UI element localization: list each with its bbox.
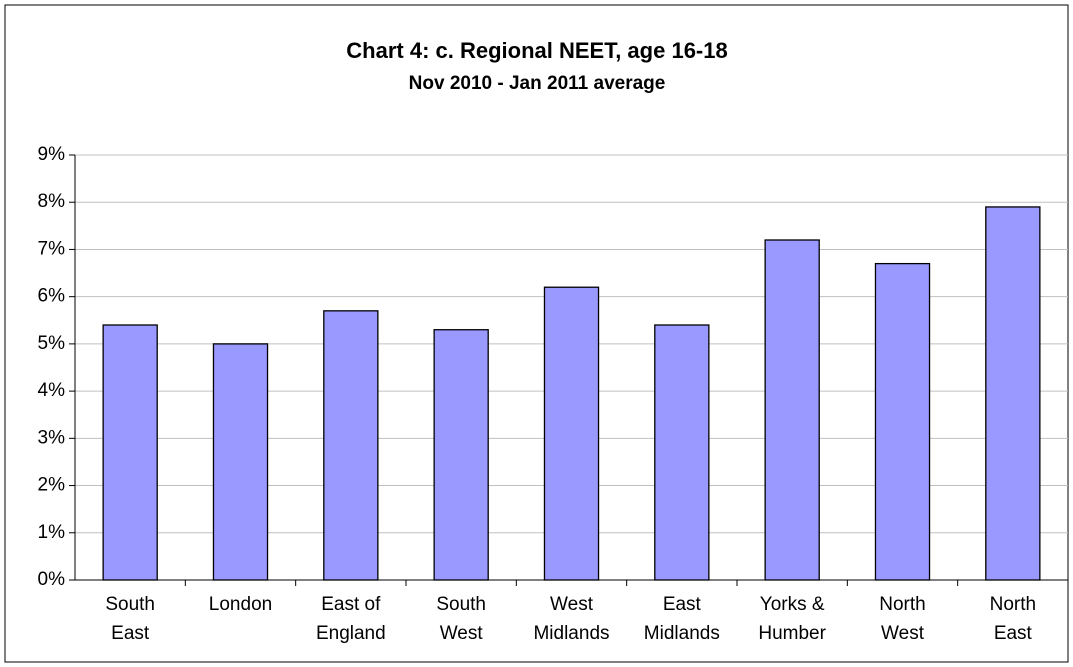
y-tick-label: 7% <box>38 238 66 259</box>
x-tick-label: North <box>990 594 1036 615</box>
x-tick-label: Humber <box>758 623 826 644</box>
x-tick-label: South <box>436 594 486 615</box>
x-tick-label: London <box>209 594 272 615</box>
x-tick-label: Yorks & <box>760 594 825 615</box>
bar <box>654 324 710 581</box>
y-tick-label: 4% <box>38 380 66 401</box>
bar <box>433 329 489 581</box>
bar <box>764 239 820 581</box>
x-tick-label: East <box>663 594 702 615</box>
bar <box>212 343 269 581</box>
chart-title: Chart 4: c. Regional NEET, age 16-18 <box>346 38 727 63</box>
x-tick-label: West <box>881 623 925 644</box>
y-tick-label: 0% <box>38 569 66 590</box>
y-tick-label: 9% <box>38 144 66 165</box>
x-tick-label: East <box>111 623 150 644</box>
chart-subtitle: Nov 2010 - Jan 2011 average <box>409 73 666 94</box>
x-tick-label: West <box>440 623 484 644</box>
bar <box>543 286 600 581</box>
x-tick-label: South <box>105 594 155 615</box>
x-tick-label: East of <box>321 594 381 615</box>
bar <box>323 310 379 581</box>
bar <box>874 262 931 581</box>
y-tick-label: 3% <box>38 427 66 448</box>
y-tick-label: 6% <box>38 286 66 307</box>
x-tick-label: West <box>550 594 594 615</box>
x-tick-label: Midlands <box>644 623 720 644</box>
x-tick-label: East <box>994 623 1033 644</box>
x-tick-label: Midlands <box>533 623 609 644</box>
x-tick-label: North <box>879 594 925 615</box>
y-tick-label: 1% <box>38 522 66 543</box>
y-tick-label: 8% <box>38 191 66 212</box>
bar <box>102 324 158 581</box>
y-tick-label: 2% <box>38 475 66 496</box>
bar <box>985 206 1041 581</box>
y-tick-label: 5% <box>38 333 66 354</box>
x-tick-label: England <box>316 623 386 644</box>
